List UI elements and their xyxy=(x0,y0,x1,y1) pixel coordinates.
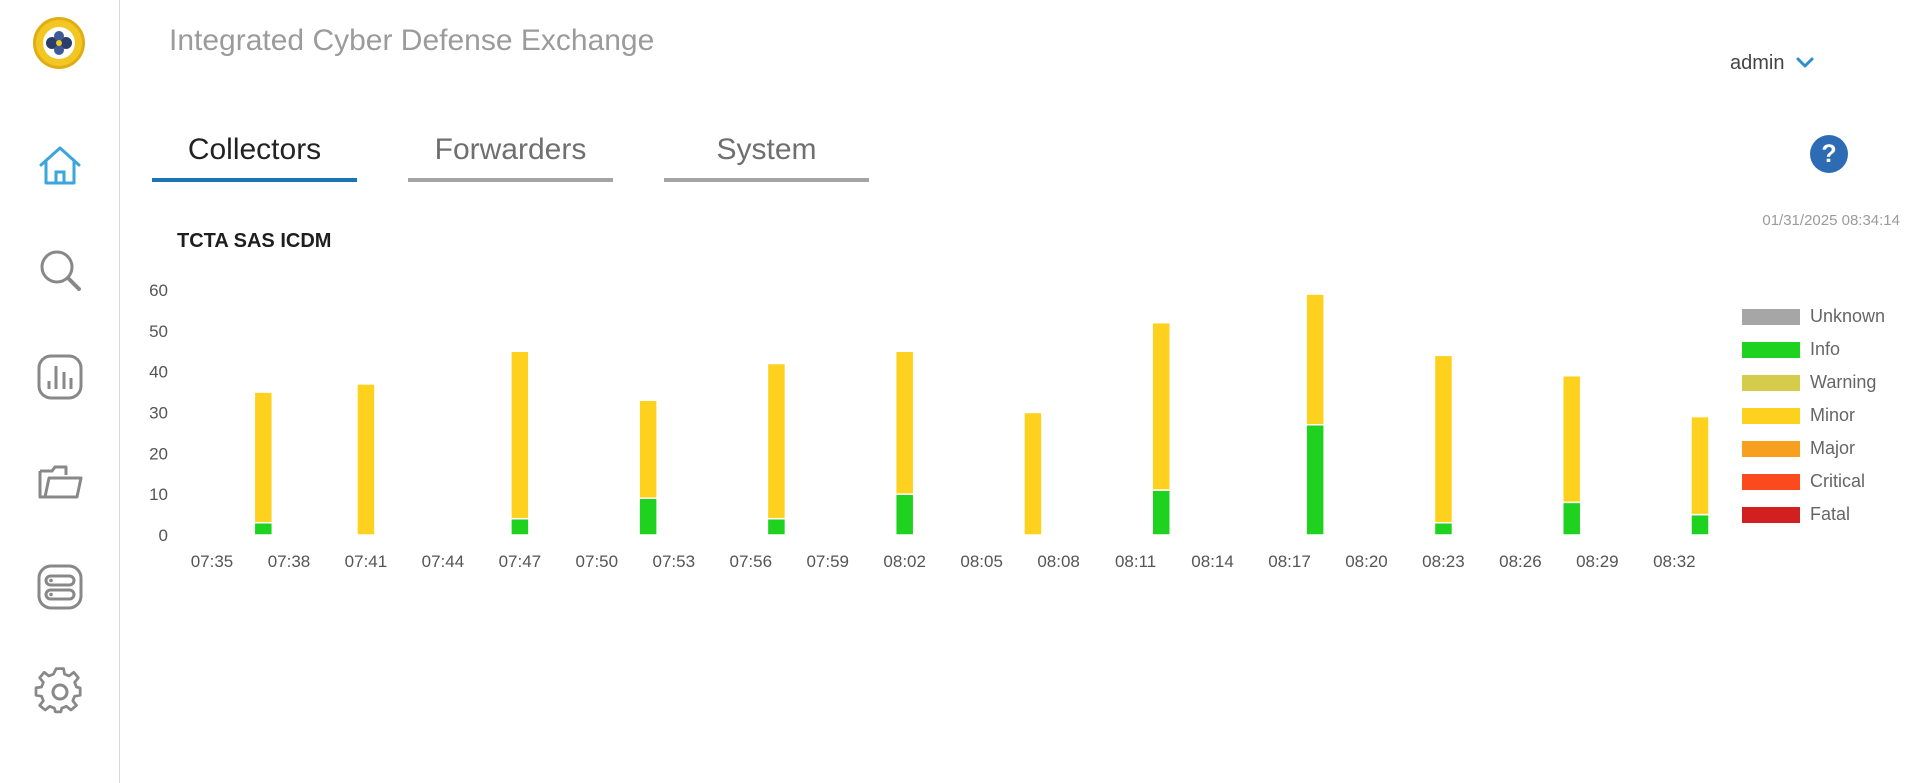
server-icon xyxy=(37,564,83,610)
timestamp: 01/31/2025 08:34:14 xyxy=(1762,212,1900,229)
bar-minor xyxy=(1023,411,1043,536)
sidebar-item-settings[interactable] xyxy=(34,666,86,718)
bar-info xyxy=(894,493,915,536)
legend-label: Unknown xyxy=(1810,306,1886,326)
legend-swatch xyxy=(1742,473,1800,490)
sidebar-item-servers[interactable] xyxy=(34,561,86,613)
legend-label: Critical xyxy=(1810,471,1866,491)
legend-label: Info xyxy=(1810,339,1841,359)
sidebar-item-search[interactable] xyxy=(34,244,86,296)
y-tick-label: 50 xyxy=(149,322,168,341)
x-tick-label: 07:35 xyxy=(191,552,234,571)
sidebar xyxy=(0,0,120,783)
x-tick-label: 08:02 xyxy=(883,552,926,571)
x-tick-label: 08:14 xyxy=(1191,552,1234,571)
legend-item-unknown[interactable]: Unknown xyxy=(1742,300,1885,333)
x-tick-label: 07:44 xyxy=(422,552,465,571)
legend-swatch xyxy=(1742,506,1800,523)
x-tick-label: 08:29 xyxy=(1576,552,1619,571)
legend-swatch xyxy=(1742,440,1800,457)
bar-minor xyxy=(766,362,787,520)
legend-label: Minor xyxy=(1810,405,1856,425)
x-tick-label: 08:26 xyxy=(1499,552,1542,571)
bar-info xyxy=(1433,522,1454,536)
chevron-down-icon xyxy=(1796,57,1814,68)
legend-swatch xyxy=(1742,407,1800,424)
y-tick-label: 60 xyxy=(149,281,168,300)
x-tick-label: 08:17 xyxy=(1268,552,1311,571)
bar-minor xyxy=(253,391,274,524)
folder-icon xyxy=(38,465,83,499)
legend-swatch xyxy=(1742,374,1800,391)
legend-label: Fatal xyxy=(1810,504,1851,524)
chart-title: TCTA SAS ICDM xyxy=(177,230,332,252)
sidebar-item-files[interactable] xyxy=(34,456,86,508)
x-tick-label: 07:59 xyxy=(806,552,849,571)
bar-minor xyxy=(1690,415,1710,516)
x-tick-label: 07:41 xyxy=(345,552,388,571)
y-tick-label: 0 xyxy=(159,526,168,545)
bar-info xyxy=(638,497,658,536)
legend-label: Warning xyxy=(1810,372,1877,392)
sidebar-item-home[interactable] xyxy=(34,140,86,192)
sidebar-item-reports[interactable] xyxy=(34,351,86,403)
tab-collectors[interactable]: Collectors xyxy=(152,128,357,182)
user-name: admin xyxy=(1730,51,1785,74)
x-tick-label: 08:11 xyxy=(1115,552,1156,571)
y-tick-label: 20 xyxy=(149,444,168,463)
tab-system[interactable]: System xyxy=(664,128,869,182)
bar-minor xyxy=(1433,354,1454,524)
legend-item-minor[interactable]: Minor xyxy=(1742,399,1885,432)
bar-info xyxy=(253,522,274,536)
bar-minor xyxy=(356,383,376,536)
bar-info xyxy=(1561,501,1582,536)
chart-icon xyxy=(37,354,83,400)
x-tick-label: 07:53 xyxy=(653,552,696,571)
bar-info xyxy=(1305,424,1325,536)
x-tick-label: 08:20 xyxy=(1345,552,1388,571)
x-tick-label: 07:38 xyxy=(268,552,311,571)
logo xyxy=(33,17,85,69)
help-button[interactable]: ? xyxy=(1810,135,1848,173)
x-tick-label: 08:23 xyxy=(1422,552,1465,571)
bar-info xyxy=(1690,513,1710,536)
bar-minor xyxy=(1151,321,1171,491)
tab-forwarders[interactable]: Forwarders xyxy=(408,128,613,182)
x-tick-label: 07:50 xyxy=(576,552,619,571)
bar-info xyxy=(766,517,787,536)
legend-swatch xyxy=(1742,341,1800,358)
bar-minor xyxy=(510,350,530,520)
y-tick-label: 10 xyxy=(149,485,168,504)
bar-info xyxy=(510,517,530,536)
bar-info xyxy=(1151,489,1171,536)
legend-swatch xyxy=(1742,308,1800,325)
legend-item-major[interactable]: Major xyxy=(1742,432,1885,465)
app-title: Integrated Cyber Defense Exchange xyxy=(169,24,655,57)
logo-emblem-icon xyxy=(46,31,72,55)
search-icon xyxy=(40,250,81,291)
y-tick-label: 40 xyxy=(149,363,168,382)
x-tick-label: 08:32 xyxy=(1653,552,1696,571)
alarm-chart: 0 10 20 30 40 50 60 07:35 07:38 07:41 07:44 07:47 07… xyxy=(149,281,1710,571)
legend-item-fatal[interactable]: Fatal xyxy=(1742,498,1885,531)
legend-item-info[interactable]: Info xyxy=(1742,333,1885,366)
y-tick-label: 30 xyxy=(149,404,168,423)
legend-item-warning[interactable]: Warning xyxy=(1742,366,1885,399)
legend-item-critical[interactable]: Critical xyxy=(1742,465,1885,498)
bar-minor xyxy=(1305,293,1325,426)
bar-minor xyxy=(1561,375,1582,504)
chart-legend: Unknown Info Warning Minor Major Critica… xyxy=(1742,300,1885,531)
home-icon xyxy=(39,146,81,185)
x-tick-label: 07:56 xyxy=(729,552,772,571)
x-tick-label: 07:47 xyxy=(499,552,542,571)
x-tick-label: 08:08 xyxy=(1037,552,1080,571)
user-menu[interactable]: admin xyxy=(1730,49,1816,77)
x-tick-label: 08:05 xyxy=(960,552,1003,571)
bar-minor xyxy=(638,399,658,499)
gear-icon xyxy=(34,667,82,714)
bar-minor xyxy=(894,350,915,495)
legend-label: Major xyxy=(1810,438,1856,458)
